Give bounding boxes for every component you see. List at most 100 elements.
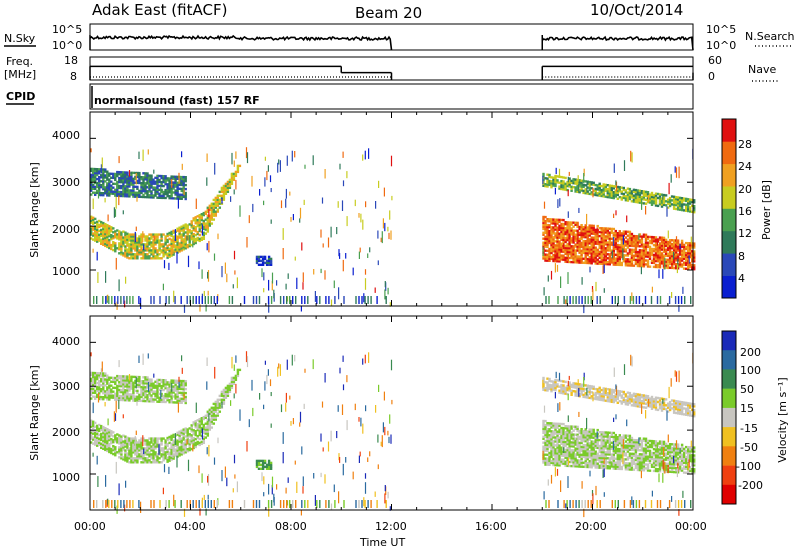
power-speckle — [384, 223, 385, 231]
power-echo-cell — [631, 233, 633, 235]
power-speckle — [280, 160, 281, 172]
velocity-echo-cell — [260, 468, 262, 470]
velocity-echo-cell — [126, 375, 128, 377]
power-speckle — [206, 177, 207, 185]
power-ground-strip — [681, 296, 682, 304]
power-ground-strip — [645, 296, 646, 304]
power-echo-cell — [219, 195, 221, 197]
power-echo-cell — [100, 229, 102, 231]
power-echo-cell — [110, 181, 112, 183]
velocity-echo-cell — [118, 389, 120, 391]
velocity-echo-cell — [178, 398, 180, 400]
power-cb-tick-8: 8 — [738, 250, 745, 263]
velocity-echo-cell — [146, 376, 148, 378]
power-ground-strip — [202, 296, 203, 304]
velocity-echo-cell — [213, 422, 215, 424]
power-ground-strip — [557, 296, 558, 304]
power-echo-cell — [185, 192, 187, 194]
power-ground-strip — [153, 296, 154, 304]
power-echo-cell — [126, 171, 128, 173]
power-speckle — [97, 252, 98, 261]
velocity-echo-cell — [562, 427, 564, 429]
power-echo-cell — [677, 239, 679, 241]
power-speckle — [543, 247, 544, 256]
power-speckle — [614, 164, 615, 173]
power-ground-strip — [569, 296, 570, 304]
power-speckle — [362, 155, 363, 161]
power-speckle — [302, 282, 303, 289]
power-echo-cell — [260, 260, 262, 262]
power-speckle — [604, 288, 605, 293]
velocity-echo-cell — [260, 464, 262, 466]
power-speckle — [631, 292, 632, 301]
velocity-echo-cell — [178, 431, 180, 433]
power-speckle — [136, 197, 137, 202]
power-speckle — [178, 199, 179, 209]
beam-title: Beam 20 — [355, 4, 422, 22]
power-speckle — [181, 151, 182, 157]
power-speckle — [563, 243, 564, 249]
velocity-echo-cell — [136, 390, 138, 392]
power-speckle — [208, 209, 209, 218]
power-ground-strip — [289, 296, 290, 304]
power-speckle — [691, 237, 692, 243]
power-speckle — [234, 251, 235, 259]
velocity-echo-cell — [211, 426, 213, 428]
power-speckle — [221, 198, 222, 204]
power-speckle — [136, 173, 137, 185]
power-speckle — [301, 242, 302, 250]
velocity-echo-cell — [118, 395, 120, 397]
power-cb-block — [722, 209, 736, 232]
power-echo-cell — [649, 266, 651, 268]
power-echo-cell — [562, 180, 564, 182]
velocity-echo-cell — [562, 423, 564, 425]
velocity-echo-cell — [239, 369, 241, 371]
power-speckle — [360, 214, 361, 223]
power-ground-strip — [256, 296, 257, 304]
power-speckle — [129, 170, 130, 177]
power-echo-cell — [593, 225, 595, 227]
velocity-echo-cell — [158, 379, 160, 381]
power-speckle — [391, 156, 392, 167]
velocity-echo-cell — [104, 372, 106, 374]
velocity-echo-cell — [270, 462, 272, 464]
power-speckle — [578, 175, 579, 181]
power-ytick-3000: 3000 — [52, 176, 80, 189]
velocity-echo-cell — [576, 426, 578, 428]
power-speckle — [641, 267, 642, 275]
velocity-echo-cell — [595, 451, 597, 453]
power-ground-strip — [615, 296, 616, 304]
power-speckle — [688, 259, 689, 266]
power-speckle — [612, 251, 613, 259]
velocity-echo-cell — [110, 385, 112, 387]
power-speckle — [125, 277, 126, 284]
power-speckle — [569, 172, 570, 176]
velocity-echo-cell — [205, 436, 207, 438]
power-speckle — [295, 257, 296, 261]
power-speckle — [375, 201, 376, 209]
power-echo-cell — [100, 184, 102, 186]
power-ground-strip — [684, 296, 685, 304]
power-speckle — [615, 210, 616, 215]
power-ground-strip — [196, 296, 197, 304]
power-ground-strip — [669, 296, 670, 304]
power-speckle — [143, 245, 144, 251]
power-speckle — [135, 232, 136, 242]
power-echo-cell — [564, 177, 566, 179]
power-speckle — [259, 189, 260, 196]
power-speckle — [666, 207, 667, 217]
power-speckle — [115, 209, 116, 217]
power-ground-strip — [187, 296, 188, 304]
power-echo-cell — [681, 240, 683, 242]
power-speckle — [230, 196, 231, 202]
noise-sky-trace — [542, 37, 693, 50]
power-speckle — [105, 271, 106, 283]
velocity-echo-cell — [118, 381, 120, 383]
power-speckle — [391, 196, 392, 200]
power-echo-cell — [542, 173, 544, 175]
power-speckle — [299, 218, 300, 222]
power-ground-strip — [96, 296, 97, 304]
power-speckle — [268, 280, 269, 291]
power-echo-cell — [112, 187, 114, 189]
